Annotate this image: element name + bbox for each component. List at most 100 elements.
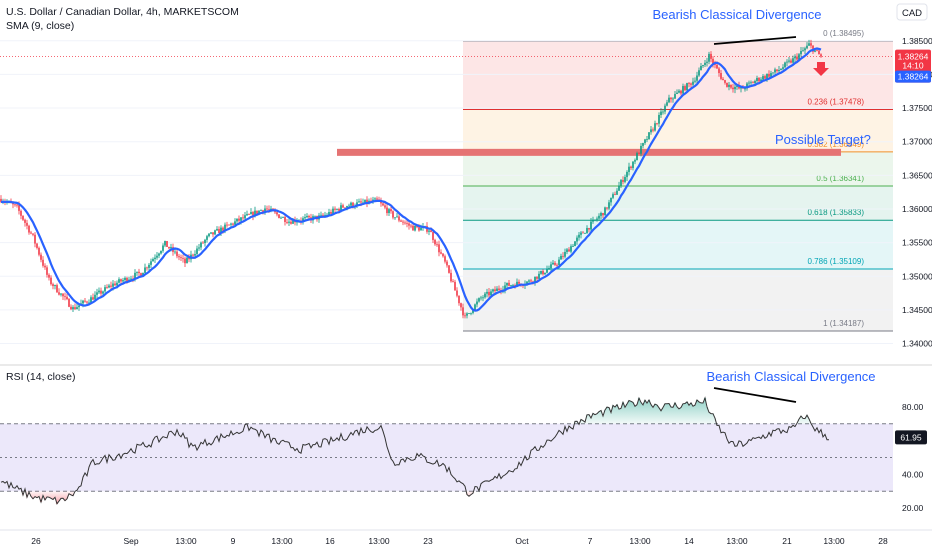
rsi-legend: RSI (14, close): [6, 371, 75, 383]
candle-body: [390, 209, 392, 212]
rsi-tick-label: 40.00: [902, 469, 924, 479]
candle-body: [688, 83, 690, 84]
candle-body: [126, 277, 128, 282]
candle-body: [702, 65, 704, 66]
candle-body: [186, 257, 188, 264]
candle-body: [508, 282, 510, 286]
candle-body: [438, 244, 440, 253]
target-band[interactable]: [337, 148, 841, 156]
candle-body: [770, 73, 772, 77]
candle-body: [120, 279, 122, 282]
candle-body: [704, 62, 706, 66]
annotations[interactable]: Bearish Classical Divergence Possible Tar…: [652, 7, 870, 147]
candle-body: [242, 217, 244, 219]
fib-zone: [463, 151, 893, 187]
candle-body: [288, 221, 290, 223]
candle-body: [306, 215, 308, 218]
candle-body: [22, 215, 24, 220]
candle-body: [602, 212, 604, 216]
candle-body: [366, 199, 368, 204]
candle-body: [600, 212, 602, 216]
candle-body: [136, 271, 138, 273]
candle-body: [446, 261, 448, 266]
candle-body: [820, 54, 822, 57]
candle-body: [682, 86, 684, 94]
candle-body: [180, 257, 182, 259]
candle-body: [578, 234, 580, 238]
candle-body: [14, 204, 16, 206]
candle-body: [44, 265, 46, 268]
candle-body: [766, 73, 768, 79]
candle-body: [68, 299, 70, 307]
candle-body: [778, 69, 780, 72]
candle-body: [196, 248, 198, 254]
sma-price-tag[interactable]: [895, 70, 931, 83]
candle-body: [334, 208, 336, 210]
candle-body: [386, 207, 388, 214]
candle-body: [676, 92, 678, 95]
candle-body: [250, 211, 252, 215]
candle-body: [572, 246, 574, 247]
candle-body: [416, 225, 418, 228]
candle-body: [646, 139, 648, 140]
candle-body: [382, 203, 384, 206]
candle-body: [678, 90, 680, 93]
candle-body: [168, 246, 170, 249]
candle-body: [384, 205, 386, 208]
rsi-value-tag[interactable]: [895, 430, 927, 445]
candle-body: [114, 283, 116, 286]
price-axis[interactable]: 1.385001.380001.375001.370001.365001.360…: [895, 36, 932, 349]
candle-body: [696, 75, 698, 81]
candle-body: [476, 301, 478, 305]
fibonacci-retracement[interactable]: 0 (1.38495) 0.236 (1.37478) 0.382 (1.36849…: [463, 29, 893, 332]
candle-body: [658, 114, 660, 124]
candle-body: [536, 276, 538, 279]
candle-body: [752, 82, 754, 84]
candle-body: [498, 288, 500, 290]
candle-body: [356, 202, 358, 206]
candle-body: [398, 216, 400, 221]
target-label: Possible Target?: [775, 132, 871, 147]
candle-body: [630, 166, 632, 168]
currency-box[interactable]: [896, 3, 928, 21]
candle-body: [304, 217, 306, 219]
candle-body: [736, 85, 738, 87]
possible-target-band[interactable]: [337, 148, 841, 156]
fib-level-label: 0.236 (1.37478): [808, 98, 865, 107]
candle-body: [518, 281, 520, 284]
candle-body: [636, 153, 638, 161]
candle-body: [236, 218, 238, 222]
candle-body: [58, 292, 60, 295]
rsi-oversold-fill: [21, 491, 475, 504]
divergence-trendline-price[interactable]: [713, 36, 797, 45]
sma-legend: SMA (9, close): [6, 20, 74, 32]
candle-body: [240, 217, 242, 221]
candle-body: [512, 285, 514, 286]
candle-body: [254, 210, 256, 217]
candle-body: [558, 259, 560, 265]
candle-body: [218, 228, 220, 233]
candle-body: [308, 215, 310, 218]
candle-body: [184, 258, 186, 264]
price-tick-label: 1.36000: [902, 204, 932, 214]
symbol-title: U.S. Dollar / Canadian Dollar, 4h, MARKE…: [6, 6, 239, 18]
candle-body: [556, 264, 558, 266]
candle-body: [448, 265, 450, 273]
price-tick-label: 1.37500: [902, 103, 932, 113]
candle-body: [718, 68, 720, 74]
candle-body: [496, 288, 498, 292]
candle-body: [616, 190, 618, 195]
candle-body: [744, 88, 746, 90]
candle-body: [396, 216, 398, 218]
candle-body: [478, 298, 480, 302]
candle-body: [164, 240, 166, 246]
candle-body: [234, 221, 236, 225]
time-axis[interactable]: 26 Sep 13:00 9 13:00 16 13:00 23 Oct 7 13:00 14 13:0…: [0, 529, 932, 546]
time-tick-label: 21: [782, 536, 792, 546]
candle-body: [816, 50, 818, 52]
candle-body: [562, 255, 564, 257]
divergence-trendline-rsi[interactable]: [713, 387, 797, 403]
candle-body: [460, 303, 462, 308]
